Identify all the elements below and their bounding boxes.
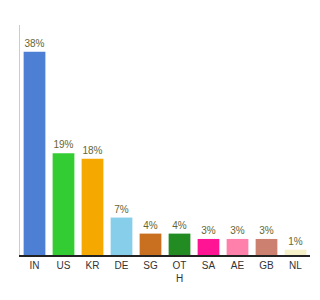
svg-text:19%: 19% (53, 139, 73, 150)
svg-text:IN: IN (30, 260, 40, 271)
svg-text:SA: SA (202, 260, 216, 271)
svg-text:GB: GB (259, 260, 274, 271)
svg-text:NL: NL (289, 260, 302, 271)
svg-text:1%: 1% (288, 236, 303, 247)
svg-text:AE: AE (231, 260, 245, 271)
svg-text:4%: 4% (143, 220, 158, 231)
svg-text:4%: 4% (172, 220, 187, 231)
svg-text:18%: 18% (82, 145, 102, 156)
svg-text:US: US (57, 260, 71, 271)
svg-text:7%: 7% (114, 204, 129, 215)
svg-text:KR: KR (86, 260, 100, 271)
svg-text:3%: 3% (201, 225, 216, 236)
svg-text:OTH: OTH (173, 260, 187, 284)
svg-text:DE: DE (115, 260, 129, 271)
svg-text:3%: 3% (259, 225, 274, 236)
svg-text:SG: SG (143, 260, 158, 271)
svg-text:3%: 3% (230, 225, 245, 236)
svg-text:38%: 38% (24, 38, 44, 49)
